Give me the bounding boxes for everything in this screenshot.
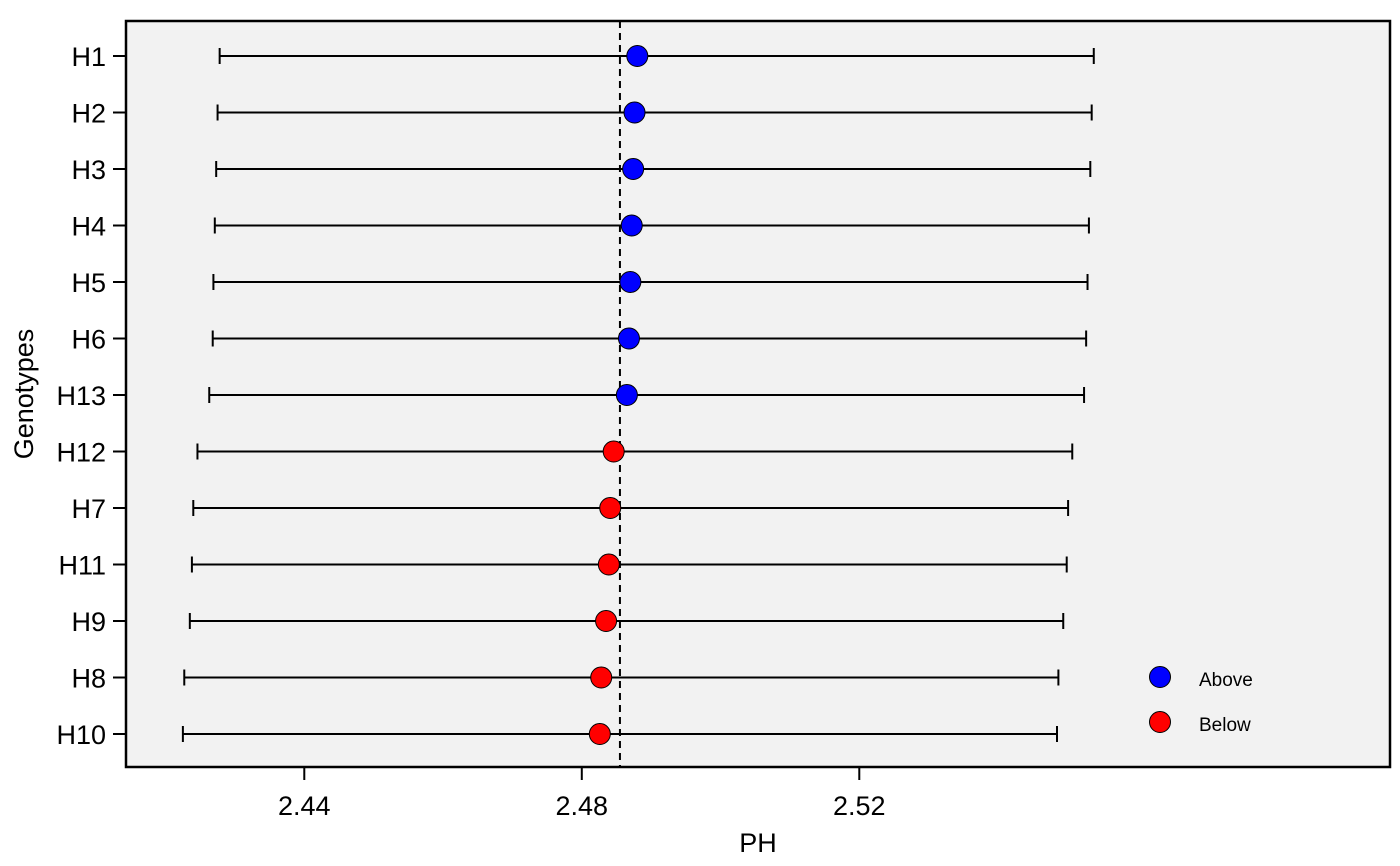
x-tick-label-2: 2.52: [833, 791, 886, 821]
point-h11: [597, 553, 620, 576]
y-tick-label-h1: H1: [71, 42, 106, 72]
y-tick-label-h3: H3: [71, 155, 106, 185]
point-h6: [617, 327, 640, 350]
y-tick-label-h8: H8: [71, 664, 106, 694]
legend-label-below: Below: [1199, 715, 1251, 736]
y-tick-label-h5: H5: [71, 268, 106, 298]
y-tick-label-h2: H2: [71, 99, 106, 129]
legend-marker-below: [1149, 711, 1171, 733]
point-h1: [626, 45, 649, 67]
y-tick-label-h13: H13: [56, 381, 106, 411]
x-tick-label-1: 2.48: [556, 791, 609, 821]
point-h5: [619, 271, 642, 293]
legend-label-above: Above: [1199, 670, 1253, 691]
y-tick-label-h9: H9: [71, 607, 106, 637]
point-h10: [588, 723, 611, 745]
point-h8: [590, 666, 613, 689]
y-axis-title: Genotypes: [9, 329, 39, 460]
point-h9: [595, 610, 618, 632]
x-tick-label-0: 2.44: [278, 791, 331, 821]
y-tick-label-h4: H4: [71, 212, 106, 242]
x-axis-title: PH: [739, 828, 777, 858]
point-h2: [623, 101, 646, 124]
point-h13: [615, 384, 638, 406]
y-tick-label-h11: H11: [58, 551, 106, 581]
point-h3: [622, 158, 645, 180]
point-h12: [602, 440, 625, 463]
y-tick-label-h7: H7: [71, 494, 106, 524]
point-h4: [620, 214, 643, 237]
legend-marker-above: [1149, 666, 1171, 688]
point-h7: [599, 497, 622, 519]
y-tick-label-h6: H6: [71, 325, 106, 355]
y-tick-label-h10: H10: [56, 720, 106, 750]
y-tick-label-h12: H12: [56, 438, 106, 468]
